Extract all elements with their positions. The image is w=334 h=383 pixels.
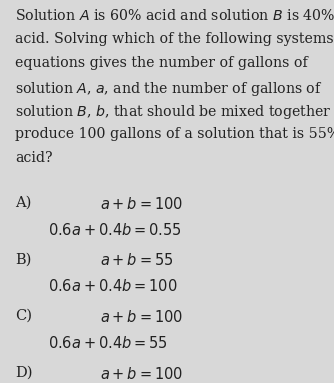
Text: Solution $A$ is 60% acid and solution $B$ is 40%: Solution $A$ is 60% acid and solution $B… [15, 8, 334, 23]
Text: $a + b = 100$: $a + b = 100$ [100, 366, 183, 382]
Text: produce 100 gallons of a solution that is 55%: produce 100 gallons of a solution that i… [15, 127, 334, 141]
Text: $a + b = 100$: $a + b = 100$ [100, 309, 183, 325]
Text: equations gives the number of gallons of: equations gives the number of gallons of [15, 56, 308, 70]
Text: D): D) [15, 366, 32, 380]
Text: acid. Solving which of the following systems of: acid. Solving which of the following sys… [15, 32, 334, 46]
Text: A): A) [15, 196, 31, 210]
Text: $a + b = 55$: $a + b = 55$ [100, 252, 174, 268]
Text: acid?: acid? [15, 151, 52, 165]
Text: $0.6a + 0.4b = 100$: $0.6a + 0.4b = 100$ [48, 278, 178, 295]
Text: C): C) [15, 309, 32, 323]
Text: $0.6a + 0.4b = 55$: $0.6a + 0.4b = 55$ [48, 335, 168, 351]
Text: $a + b = 100$: $a + b = 100$ [100, 196, 183, 212]
Text: solution $B$, $b$, that should be mixed together to: solution $B$, $b$, that should be mixed … [15, 103, 334, 121]
Text: solution $A$, $a$, and the number of gallons of: solution $A$, $a$, and the number of gal… [15, 80, 323, 98]
Text: $0.6a + 0.4b = 0.55$: $0.6a + 0.4b = 0.55$ [48, 222, 182, 238]
Text: B): B) [15, 252, 31, 267]
